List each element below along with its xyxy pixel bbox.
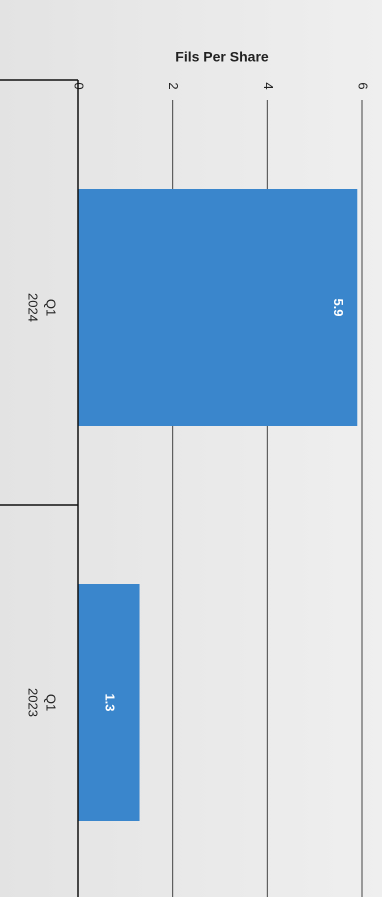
chart-title: Fils Per Share <box>175 49 269 65</box>
x-tick-label: 0 <box>72 82 87 89</box>
y-tick-label: Q1 <box>44 299 59 316</box>
y-tick-label: 2024 <box>26 293 41 322</box>
x-tick-label: 2 <box>166 82 181 89</box>
x-tick-label: 6 <box>356 82 371 89</box>
x-tick-label: 4 <box>261 82 276 89</box>
y-tick-label: Q1 <box>44 694 59 711</box>
y-tick-label: 2023 <box>26 688 41 717</box>
value-label: 5.9 <box>331 298 346 316</box>
bar <box>78 189 358 426</box>
value-label: 1.3 <box>102 693 117 711</box>
bar <box>78 584 140 821</box>
